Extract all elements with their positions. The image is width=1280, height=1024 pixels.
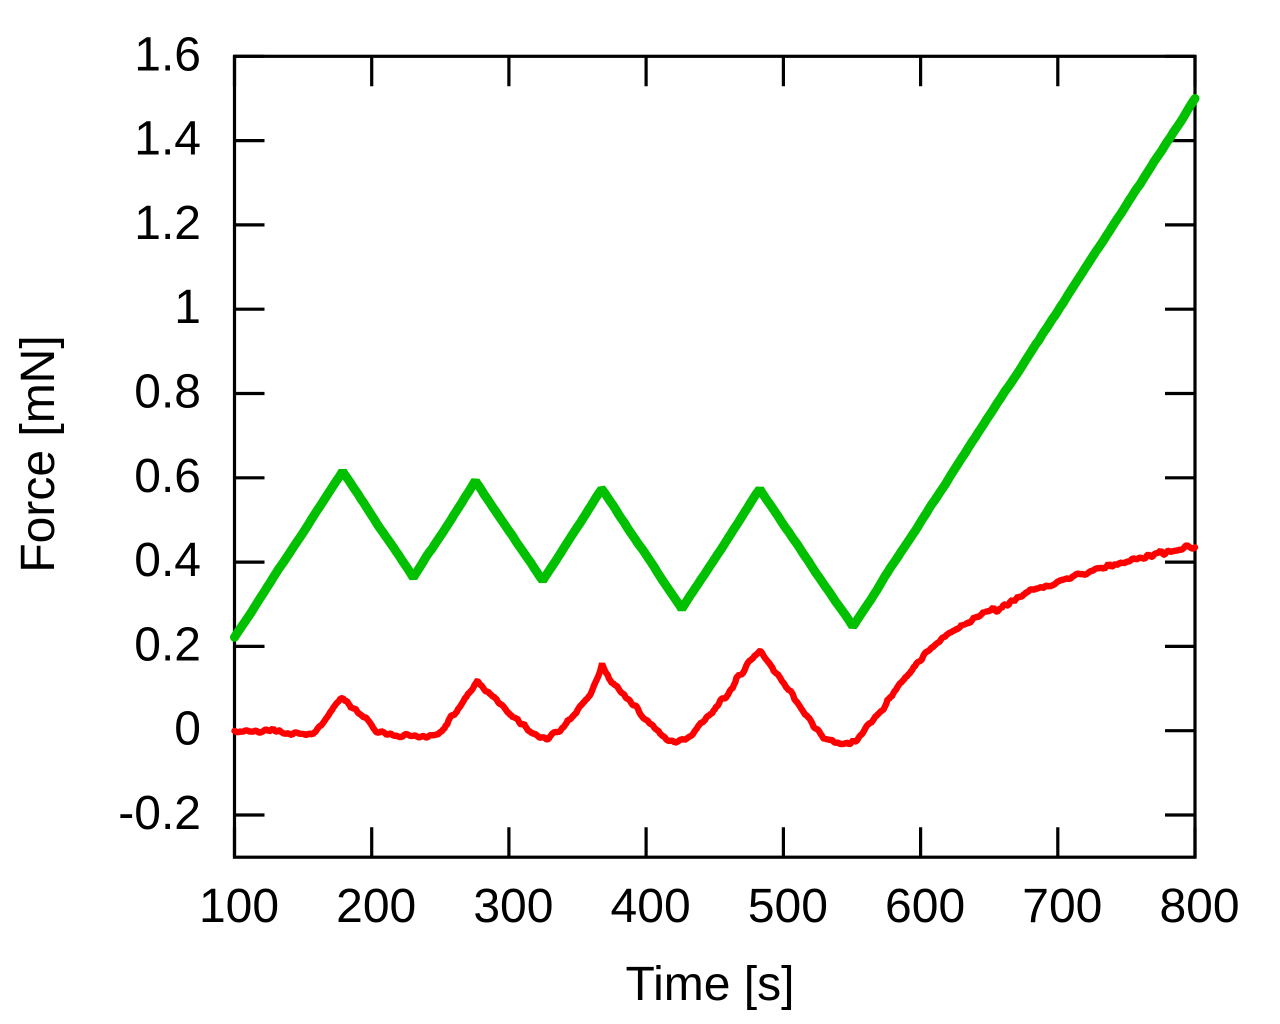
svg-text:-0.2: -0.2 [118, 787, 201, 840]
svg-text:500: 500 [748, 880, 828, 933]
svg-text:0.6: 0.6 [134, 450, 201, 503]
svg-text:1: 1 [174, 281, 201, 334]
svg-text:1.4: 1.4 [134, 113, 201, 166]
svg-text:1.6: 1.6 [134, 28, 201, 81]
svg-text:800: 800 [1159, 880, 1239, 933]
svg-text:300: 300 [473, 880, 553, 933]
svg-text:600: 600 [885, 880, 965, 933]
svg-text:0.2: 0.2 [134, 618, 201, 671]
svg-text:400: 400 [611, 880, 691, 933]
svg-text:0: 0 [174, 703, 201, 756]
svg-text:0.4: 0.4 [134, 534, 201, 587]
svg-text:Time [s]: Time [s] [626, 958, 795, 1011]
svg-text:Force [mN]: Force [mN] [12, 335, 65, 572]
svg-text:700: 700 [1022, 880, 1102, 933]
svg-text:100: 100 [199, 880, 279, 933]
svg-text:1.2: 1.2 [134, 197, 201, 250]
svg-text:0.8: 0.8 [134, 366, 201, 419]
svg-text:200: 200 [336, 880, 416, 933]
